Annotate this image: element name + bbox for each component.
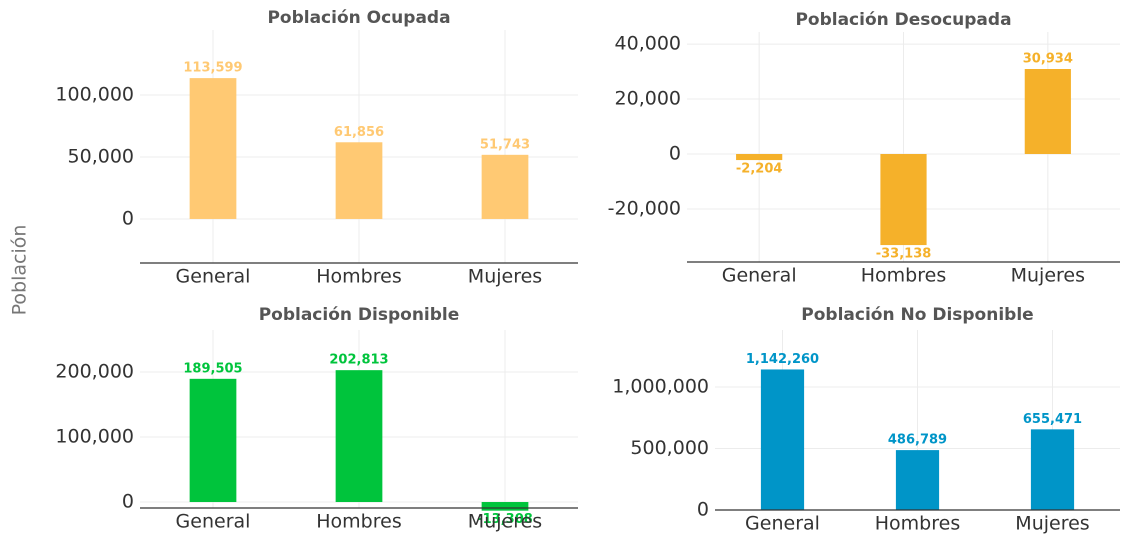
chart-title: Población No Disponible (801, 305, 1033, 325)
x-tick-label: Mujeres (468, 266, 542, 288)
x-tick-label: General (176, 266, 251, 288)
x-tick-label: Mujeres (468, 511, 542, 533)
x-tick-label: Mujeres (1015, 513, 1089, 535)
y-tick-label: 500,000 (630, 437, 709, 459)
y-tick-label: 100,000 (55, 426, 134, 448)
x-tick-label: Hombres (875, 513, 960, 535)
bar (760, 369, 805, 510)
value-label: 486,789 (888, 433, 947, 448)
chart-title: Población Disponible (259, 305, 460, 325)
chart-title: Población Ocupada (267, 8, 450, 28)
y-tick-label: 100,000 (55, 83, 134, 105)
y-tick-label: 200,000 (55, 360, 134, 382)
chart-title: Población Desocupada (795, 10, 1011, 30)
y-tick-label: 20,000 (615, 88, 681, 110)
x-tick-label: General (745, 513, 820, 535)
bar (895, 450, 940, 510)
value-label: 30,934 (1023, 52, 1073, 67)
value-label: 113,599 (183, 61, 242, 76)
bar (481, 154, 529, 219)
value-label: -2,204 (736, 162, 783, 177)
bar (335, 370, 383, 503)
y-tick-label: 0 (122, 491, 134, 513)
x-tick-label: Hombres (316, 266, 401, 288)
value-label: -13,308 (477, 512, 533, 527)
y-tick-label: 0 (122, 207, 134, 229)
bar (189, 378, 237, 503)
bar (1030, 429, 1075, 510)
bar (335, 142, 383, 219)
value-label: -33,138 (876, 247, 932, 262)
bar (880, 154, 927, 246)
bar (481, 502, 529, 511)
bar (736, 154, 783, 161)
x-tick-label: General (722, 265, 797, 287)
x-tick-label: Hombres (316, 511, 401, 533)
value-label: 655,471 (1023, 412, 1082, 427)
y-tick-label: 0 (697, 499, 709, 521)
value-label: 202,813 (329, 353, 388, 368)
value-label: 61,856 (334, 125, 384, 140)
y-axis-label: Población (9, 225, 31, 316)
y-tick-label: 50,000 (68, 145, 134, 167)
value-label: 51,743 (480, 137, 530, 152)
x-tick-label: General (176, 511, 251, 533)
x-tick-label: Mujeres (1011, 265, 1085, 287)
y-tick-label: 40,000 (615, 33, 681, 55)
value-label: 189,505 (183, 361, 242, 376)
bar (189, 78, 237, 219)
y-tick-label: -20,000 (608, 197, 681, 219)
value-label: 1,142,260 (746, 352, 819, 367)
x-tick-label: Hombres (861, 265, 946, 287)
y-tick-label: 1,000,000 (612, 375, 709, 397)
y-tick-label: 0 (669, 143, 681, 165)
bar (1024, 69, 1071, 155)
